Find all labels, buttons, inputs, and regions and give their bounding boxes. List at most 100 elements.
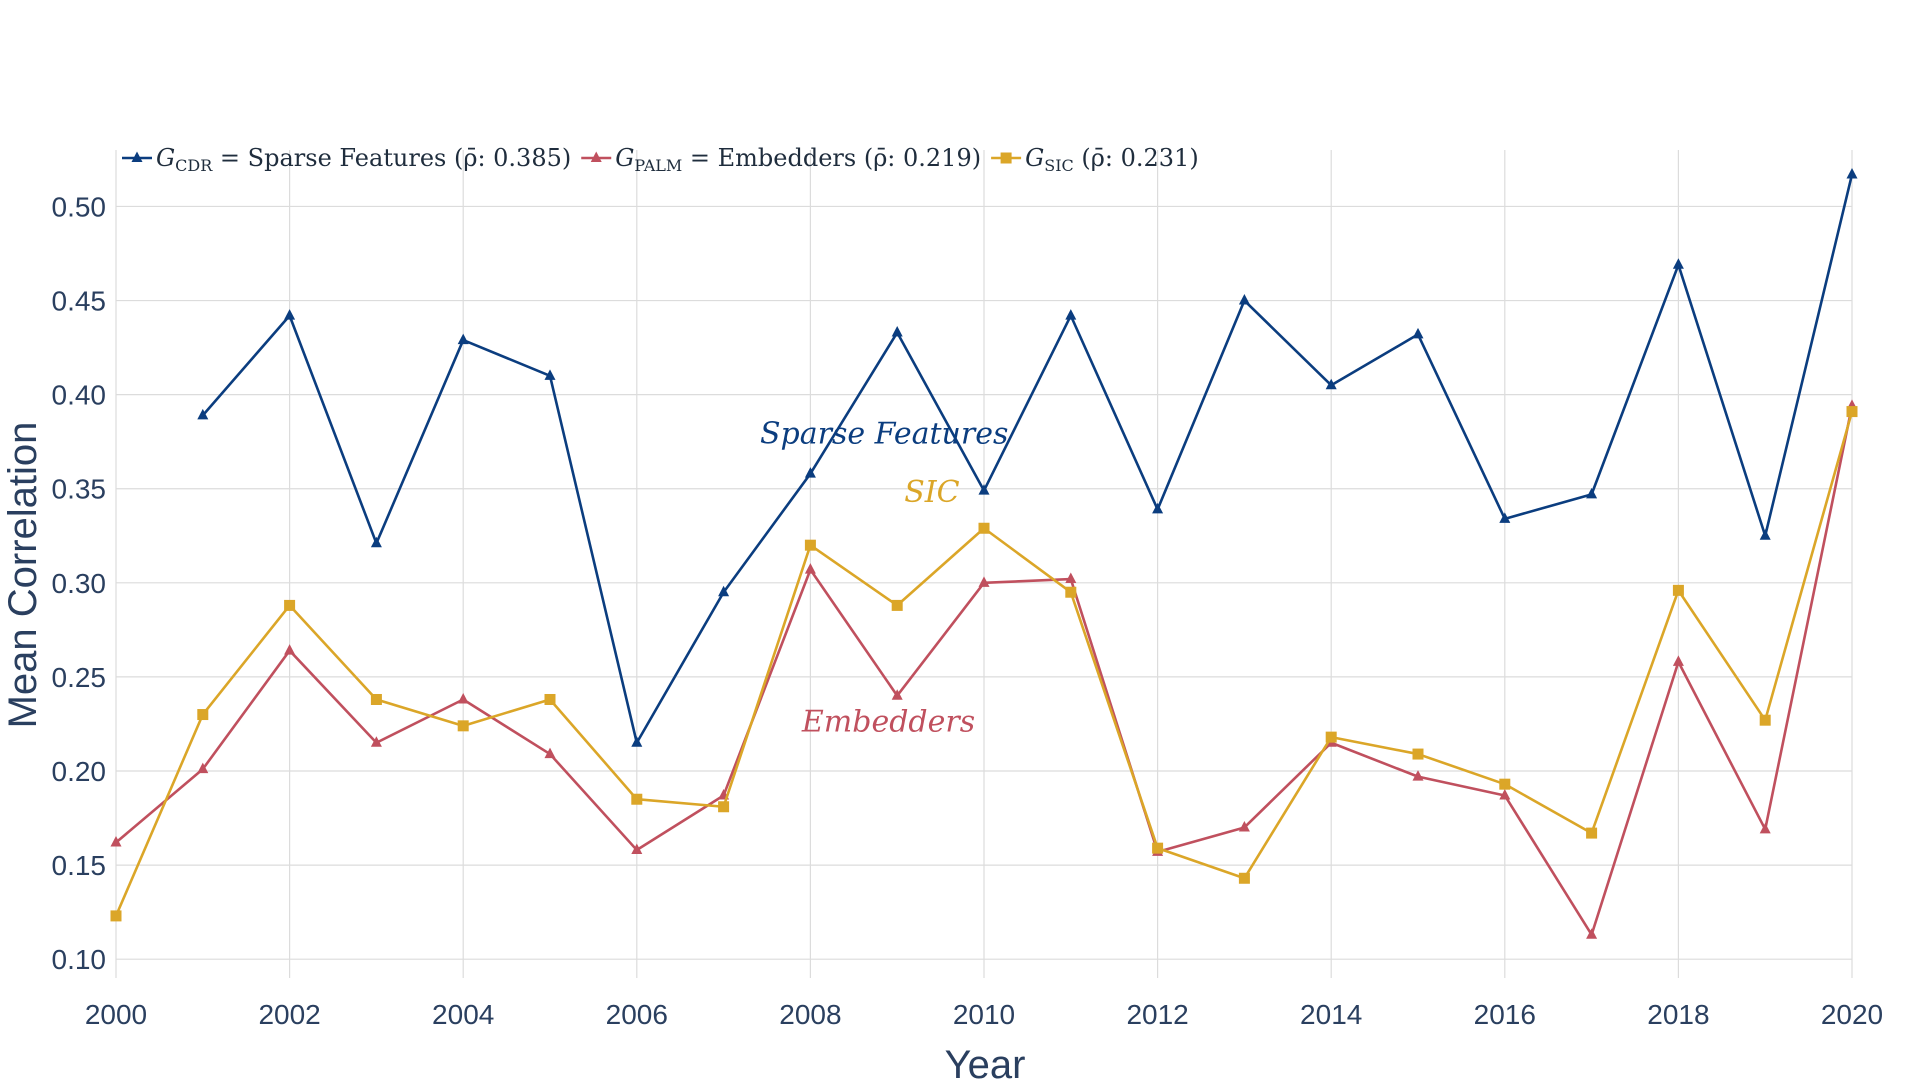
data-point-sic bbox=[978, 522, 990, 534]
x-tick-label: 2004 bbox=[432, 999, 494, 1030]
data-point-palm bbox=[1065, 572, 1077, 584]
data-point-sic bbox=[370, 693, 382, 705]
data-point-palm bbox=[1672, 655, 1684, 666]
x-tick-label: 2002 bbox=[258, 999, 320, 1030]
y-tick-label: 0.25 bbox=[52, 662, 107, 693]
legend-label: GPALM = Embedders (ρ̄: 0.219) bbox=[615, 144, 981, 175]
data-point-cdr bbox=[544, 369, 556, 380]
data-point-sic bbox=[804, 539, 816, 551]
data-point-sic bbox=[110, 910, 122, 922]
x-tick-label: 2018 bbox=[1647, 999, 1709, 1030]
series-group bbox=[110, 167, 1858, 939]
x-tick-label: 2012 bbox=[1126, 999, 1188, 1030]
series-sic bbox=[110, 406, 1858, 922]
legend-swatch-marker bbox=[1000, 152, 1012, 164]
data-point-palm bbox=[1759, 822, 1771, 834]
data-point-cdr bbox=[1065, 309, 1077, 320]
legend-label: GCDR = Sparse Features (ρ̄: 0.385) bbox=[156, 144, 571, 175]
legend-swatch-marker bbox=[590, 151, 602, 162]
data-point-sic bbox=[1325, 731, 1337, 743]
legend: GCDR = Sparse Features (ρ̄: 0.385) GPALM … bbox=[122, 144, 1199, 175]
data-point-sic bbox=[1412, 748, 1424, 760]
data-point-cdr bbox=[1586, 487, 1598, 499]
data-point-cdr bbox=[631, 736, 643, 747]
data-point-palm bbox=[891, 689, 903, 700]
annotation-label: Embedders bbox=[801, 704, 975, 739]
data-point-cdr bbox=[804, 467, 816, 478]
data-point-palm bbox=[284, 644, 296, 655]
data-point-palm bbox=[544, 747, 556, 759]
data-point-palm bbox=[370, 736, 382, 747]
x-tick-label: 2016 bbox=[1474, 999, 1536, 1030]
data-point-sic bbox=[1759, 714, 1771, 726]
legend-item-palm: GPALM = Embedders (ρ̄: 0.219) bbox=[581, 144, 981, 175]
legend-item-sic: GSIC (ρ̄: 0.231) bbox=[991, 144, 1199, 175]
data-point-sic bbox=[1152, 842, 1164, 854]
data-point-palm bbox=[978, 576, 990, 587]
y-tick-label: 0.50 bbox=[52, 191, 107, 222]
data-point-sic bbox=[891, 599, 903, 611]
series-line-cdr bbox=[201, 174, 1854, 745]
y-tick-label: 0.10 bbox=[52, 944, 107, 975]
x-tick-label: 2020 bbox=[1821, 999, 1883, 1030]
legend-label: GSIC (ρ̄: 0.231) bbox=[1025, 144, 1199, 175]
data-point-cdr bbox=[370, 536, 382, 548]
data-point-cdr bbox=[1152, 502, 1164, 514]
data-point-cdr bbox=[891, 326, 903, 337]
x-axis-title: Year bbox=[945, 1043, 1026, 1080]
data-point-sic bbox=[284, 599, 296, 611]
x-axis-ticks: 2000 2002 2004 2006 2008 2010 2012 2014 2016 2018… bbox=[85, 999, 1883, 1030]
data-point-sic bbox=[197, 709, 209, 721]
y-tick-label: 0.20 bbox=[52, 756, 107, 787]
x-tick-label: 2014 bbox=[1300, 999, 1362, 1030]
data-point-palm bbox=[1412, 770, 1424, 781]
y-tick-label: 0.45 bbox=[52, 286, 107, 317]
y-tick-label: 0.40 bbox=[52, 380, 107, 411]
data-point-palm bbox=[1499, 788, 1511, 800]
x-tick-label: 2008 bbox=[779, 999, 841, 1030]
data-point-sic bbox=[457, 720, 469, 732]
annotation-label: Sparse Features bbox=[760, 417, 1008, 452]
data-point-palm bbox=[457, 692, 469, 704]
x-tick-label: 2000 bbox=[85, 999, 147, 1030]
data-point-sic bbox=[718, 801, 730, 813]
grid-lines bbox=[115, 150, 1853, 978]
legend-item-cdr: GCDR = Sparse Features (ρ̄: 0.385) bbox=[122, 144, 571, 175]
x-tick-label: 2006 bbox=[606, 999, 668, 1030]
data-point-cdr bbox=[1238, 294, 1250, 305]
data-point-palm bbox=[1238, 820, 1250, 832]
data-point-cdr bbox=[718, 585, 730, 597]
data-point-palm bbox=[110, 836, 122, 847]
legend-swatch-marker bbox=[131, 151, 143, 162]
y-tick-label: 0.35 bbox=[52, 474, 107, 505]
data-point-sic bbox=[1846, 406, 1858, 418]
data-point-cdr bbox=[457, 333, 469, 345]
data-point-palm bbox=[197, 762, 209, 774]
x-tick-label: 2010 bbox=[953, 999, 1015, 1030]
data-point-palm bbox=[804, 563, 816, 574]
series-cdr bbox=[197, 167, 1858, 747]
data-point-cdr bbox=[1759, 529, 1771, 540]
data-point-cdr bbox=[1499, 512, 1511, 523]
data-point-sic bbox=[1065, 586, 1077, 598]
data-point-sic bbox=[1238, 872, 1250, 884]
data-point-sic bbox=[544, 693, 556, 705]
data-point-cdr bbox=[1846, 167, 1858, 179]
y-axis-title: Mean Correlation bbox=[1, 422, 45, 729]
data-point-sic bbox=[1586, 827, 1598, 839]
annotations: Sparse Features SIC Embedders bbox=[760, 417, 1008, 740]
y-axis-ticks: 0.10 0.15 0.20 0.25 0.30 0.35 0.40 0.45 0.50 bbox=[52, 191, 107, 975]
y-tick-label: 0.15 bbox=[52, 850, 107, 881]
y-tick-label: 0.30 bbox=[52, 568, 107, 599]
data-point-palm bbox=[1586, 928, 1598, 939]
data-point-sic bbox=[631, 793, 643, 805]
annotation-label: SIC bbox=[904, 475, 959, 510]
data-point-palm bbox=[631, 843, 643, 855]
data-point-cdr bbox=[1672, 258, 1684, 269]
data-point-cdr bbox=[197, 408, 209, 420]
data-point-cdr bbox=[284, 309, 296, 320]
data-point-cdr bbox=[1412, 327, 1424, 339]
data-point-cdr bbox=[1325, 378, 1337, 390]
